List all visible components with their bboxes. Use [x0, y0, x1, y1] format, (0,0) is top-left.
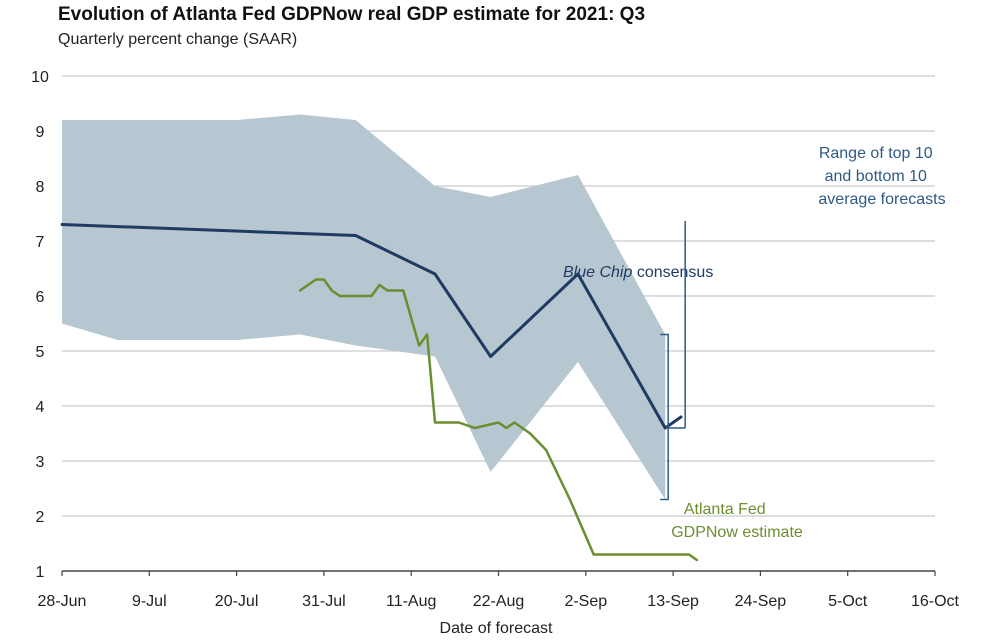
blue-chip-label-rest: consensus	[632, 264, 713, 281]
blue-chip-line	[60, 223, 683, 430]
x-tick-label: 2-Sep	[564, 593, 607, 610]
forecast-range-band	[62, 114, 666, 500]
blue-chip-label: Blue Chip consensus	[563, 264, 713, 281]
y-tick-label: 5	[36, 344, 45, 361]
x-tick-label: 20-Jul	[215, 593, 259, 610]
range-bracket	[660, 333, 669, 501]
blue-chip-label-italic: Blue Chip	[563, 264, 632, 281]
y-axis-ticks: 1 2 3 4 5 6 7 8 9 10	[31, 69, 49, 581]
x-tick-label: 5-Oct	[828, 593, 868, 610]
gdpnow-label-line: GDPNow estimate	[671, 524, 803, 541]
y-tick-label: 10	[31, 69, 49, 86]
y-tick-label: 1	[36, 564, 45, 581]
x-tick-label: 9-Jul	[132, 593, 167, 610]
x-tick-label: 28-Jun	[38, 593, 87, 610]
series-lines	[60, 223, 699, 562]
y-tick-label: 6	[36, 289, 45, 306]
y-tick-label: 4	[36, 399, 45, 416]
band-annotation-line: average forecasts	[818, 191, 945, 208]
x-tick-label: 13-Sep	[647, 593, 699, 610]
y-tick-label: 3	[36, 454, 45, 471]
chart-subtitle: Quarterly percent change (SAAR)	[58, 31, 298, 48]
band-annotation-line: Range of top 10	[819, 145, 933, 162]
y-tick-label: 7	[36, 234, 45, 251]
gdpnow-line	[298, 278, 699, 562]
chart-title: Evolution of Atlanta Fed GDPNow real GDP…	[58, 4, 646, 25]
gdpnow-label-line: Atlanta Fed	[684, 501, 766, 518]
x-tick-label: 22-Aug	[473, 593, 525, 610]
x-axis-ticks: 28-Jun 9-Jul 20-Jul 31-Jul 11-Aug 22-Aug 2-Sep…	[38, 571, 960, 610]
band-annotation-line: and bottom 10	[825, 168, 927, 185]
x-tick-label: 31-Jul	[302, 593, 346, 610]
x-tick-label: 24-Sep	[735, 593, 787, 610]
y-tick-label: 8	[36, 179, 45, 196]
y-tick-label: 9	[36, 124, 45, 141]
x-axis-title: Date of forecast	[440, 620, 554, 637]
band-annotation: Range of top 10 and bottom 10 average fo…	[818, 145, 945, 208]
x-tick-label: 11-Aug	[386, 593, 436, 610]
gdpnow-label: Atlanta Fed GDPNow estimate	[671, 501, 803, 541]
x-tick-label: 16-Oct	[911, 593, 960, 610]
y-tick-label: 2	[36, 509, 45, 526]
